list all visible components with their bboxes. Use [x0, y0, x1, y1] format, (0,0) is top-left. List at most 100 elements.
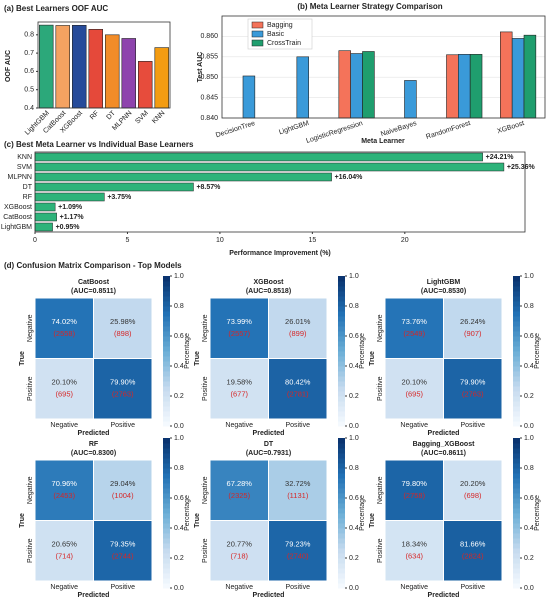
plot-frame	[221, 15, 546, 119]
cell-count: (2758)	[403, 491, 425, 500]
y-tick-label: Positive	[27, 538, 34, 563]
cell-count: (2763)	[112, 390, 134, 399]
x-tick-label: LogisticRegression	[305, 120, 364, 145]
panel-a-title: (a) Best Learners OOF AUC	[4, 4, 108, 13]
colorbar-segment	[338, 351, 345, 357]
x-axis-label: Predicted	[78, 430, 110, 437]
y-tick-label: KNN	[17, 154, 32, 161]
colorbar-segment	[513, 316, 520, 322]
y-tick-label: 0.860	[200, 33, 218, 40]
cell-count: (698)	[464, 491, 482, 500]
colorbar-segment	[163, 301, 170, 307]
legend-label: CrossTrain	[267, 40, 301, 47]
colorbar-segment	[163, 311, 170, 317]
cell-percent: 26.24%	[460, 317, 486, 326]
colorbar-segment	[513, 448, 520, 454]
bar	[55, 25, 70, 109]
colorbar-tick-label: 0.6	[524, 333, 534, 340]
cell-percent: 79.90%	[460, 378, 486, 387]
colorbar-segment	[338, 558, 345, 564]
colorbar-segment	[338, 508, 345, 514]
colorbar-segment	[163, 548, 170, 554]
colorbar-segment	[338, 568, 345, 574]
colorbar-segment	[163, 473, 170, 479]
cell-percent: 20.77%	[227, 540, 253, 549]
y-tick-label: Negative	[377, 314, 384, 342]
colorbar-segment	[338, 346, 345, 352]
colorbar-tick-label: 0.6	[174, 333, 184, 340]
x-tick-label: 20	[401, 237, 409, 244]
x-tick-label: 5	[125, 237, 129, 244]
colorbar-segment	[513, 583, 520, 589]
cell-percent: 20.65%	[52, 540, 78, 549]
matrix-title: RF	[89, 441, 99, 448]
matrix-title: DT	[264, 441, 274, 448]
bar	[500, 31, 513, 119]
colorbar-segment	[513, 453, 520, 459]
colorbar-segment	[163, 573, 170, 579]
colorbar-segment	[338, 416, 345, 422]
colorbar-segment	[338, 543, 345, 549]
colorbar-tick-label: 0.6	[174, 495, 184, 502]
cell-count: (2740)	[287, 552, 309, 561]
colorbar-segment	[338, 311, 345, 317]
bar	[350, 53, 363, 119]
colorbar-segment	[163, 381, 170, 387]
colorbar-segment	[513, 406, 520, 412]
colorbar-tick-label: 0.4	[174, 525, 184, 532]
colorbar-segment	[163, 538, 170, 544]
colorbar-segment	[338, 281, 345, 287]
colorbar-segment	[338, 448, 345, 454]
colorbar-segment	[513, 381, 520, 387]
y-tick-label: Positive	[27, 376, 34, 401]
value-label: +24.21%	[486, 154, 515, 161]
colorbar-tick-label: 0.2	[349, 555, 359, 562]
x-axis-label: Predicted	[428, 430, 460, 437]
x-tick-label: 10	[216, 237, 224, 244]
heatmap-cell	[34, 358, 94, 420]
x-tick-label: DT	[105, 109, 117, 121]
colorbar-segment	[513, 443, 520, 449]
colorbar-segment	[338, 396, 345, 402]
x-tick-label: Positive	[460, 584, 485, 591]
colorbar-segment	[163, 291, 170, 297]
cell-percent: 19.58%	[227, 378, 253, 387]
colorbar-segment	[338, 478, 345, 484]
y-tick-label: 0.845	[200, 94, 218, 101]
colorbar-tick-label: 1.0	[174, 273, 184, 280]
colorbar-segment	[163, 351, 170, 357]
value-label: +1.17%	[60, 214, 85, 221]
x-tick-label: Positive	[285, 584, 310, 591]
panel-c-xlabel: Performance Improvement (%)	[229, 250, 331, 257]
colorbar-tick-label: 0.6	[349, 333, 359, 340]
colorbar-segment	[163, 286, 170, 292]
colorbar-segment	[163, 376, 170, 382]
x-tick-label: XGBoost	[496, 120, 525, 135]
colorbar-tick-label: 0.4	[349, 525, 359, 532]
colorbar-segment	[513, 543, 520, 549]
colorbar-segment	[513, 321, 520, 327]
cell-percent: 79.90%	[110, 378, 136, 387]
legend-label: Basic	[267, 31, 285, 38]
colorbar-segment	[163, 331, 170, 337]
cell-percent: 32.72%	[285, 479, 311, 488]
colorbar-segment	[338, 553, 345, 559]
x-tick-label: Negative	[50, 584, 78, 591]
colorbar-segment	[338, 421, 345, 427]
colorbar-tick-label: 0.0	[349, 423, 359, 430]
colorbar-label: Percentage	[534, 495, 541, 531]
legend-swatch	[251, 30, 264, 38]
cell-count: (677)	[230, 390, 248, 399]
colorbar-segment	[338, 548, 345, 554]
colorbar-segment	[163, 568, 170, 574]
colorbar-segment	[338, 468, 345, 474]
colorbar-segment	[338, 443, 345, 449]
x-tick-label: Negative	[400, 422, 428, 429]
colorbar-segment	[163, 578, 170, 584]
colorbar-tick-label: 1.0	[524, 435, 534, 442]
y-tick-label: XGBoost	[4, 204, 32, 211]
colorbar-tick-label: 0.4	[524, 363, 534, 370]
colorbar-segment	[513, 296, 520, 302]
colorbar-segment	[163, 498, 170, 504]
cell-count: (2781)	[287, 390, 309, 399]
